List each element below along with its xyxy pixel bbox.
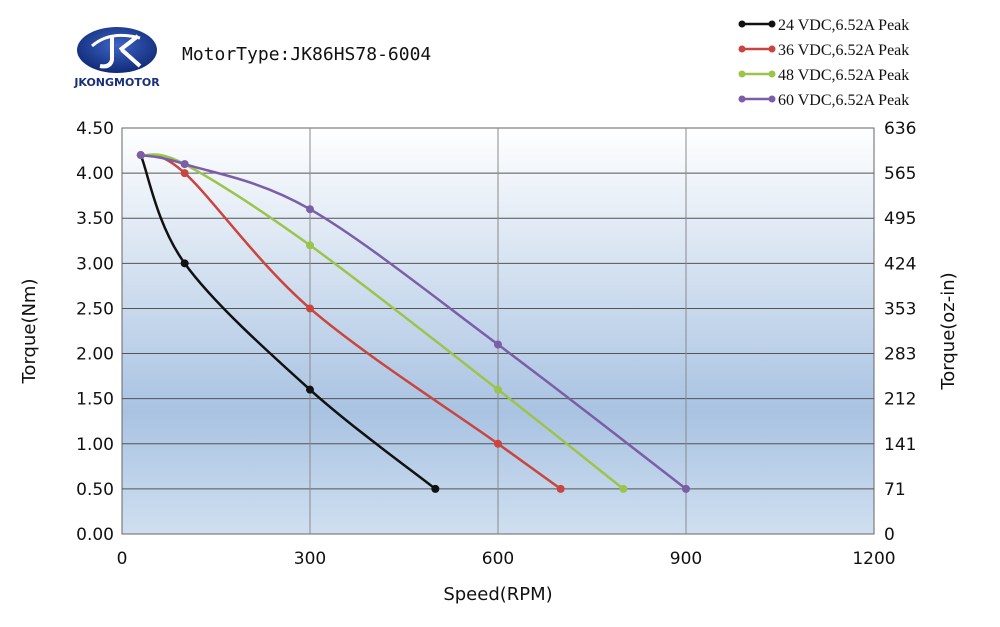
logo-emblem-icon xyxy=(77,27,157,73)
legend-swatch-dot xyxy=(768,20,776,28)
data-point xyxy=(136,151,145,160)
y-tick-label: 2.00 xyxy=(76,345,114,365)
y2-tick-label: 353 xyxy=(884,299,916,319)
legend-label: 48 VDC,6.52A Peak xyxy=(778,67,909,84)
data-point xyxy=(494,385,502,394)
brand-logo: JKONGMOTOR xyxy=(73,27,160,89)
data-point xyxy=(682,484,690,493)
x-tick-label: 300 xyxy=(294,549,326,569)
y-tick-label: 4.00 xyxy=(76,164,114,184)
legend-entry: 60 VDC,6.52A Peak xyxy=(738,92,909,109)
data-point xyxy=(180,160,189,169)
motor-type-label: MotorType:JK86HS78-6004 xyxy=(182,44,431,65)
data-point xyxy=(619,484,628,493)
legend-entry: 36 VDC,6.52A Peak xyxy=(738,42,909,59)
y2-tick-label: 565 xyxy=(884,164,916,184)
data-point xyxy=(556,484,565,493)
legend-swatch-dot xyxy=(738,20,746,28)
x-tick-label: 600 xyxy=(482,549,514,569)
data-point xyxy=(306,241,314,250)
x-tick-label: 1200 xyxy=(852,549,895,569)
legend-swatch-dot xyxy=(768,95,776,103)
legend-swatch-dot xyxy=(738,95,746,103)
legend-swatch-dot xyxy=(738,70,746,78)
y2-tick-label: 212 xyxy=(884,390,916,410)
data-point xyxy=(494,439,502,448)
x-tick-label: 900 xyxy=(670,549,702,569)
y2-tick-label: 283 xyxy=(884,345,916,365)
data-point xyxy=(306,304,314,313)
data-point xyxy=(306,385,314,394)
y2-tick-label: 71 xyxy=(884,480,906,500)
x-axis-title: Speed(RPM) xyxy=(443,584,552,605)
y2-axis-title: Torque(oz-in) xyxy=(938,272,959,390)
y-tick-label: 3.50 xyxy=(76,209,114,229)
data-point xyxy=(494,340,502,349)
data-point xyxy=(306,205,314,214)
y2-tick-label: 424 xyxy=(884,254,916,274)
legend-label: 24 VDC,6.52A Peak xyxy=(778,17,909,34)
y2-tick-label: 141 xyxy=(884,435,916,455)
data-point xyxy=(431,484,440,493)
legend-label: 60 VDC,6.52A Peak xyxy=(778,92,909,109)
y2-tick-label: 495 xyxy=(884,209,916,229)
legend-swatch-dot xyxy=(768,45,776,53)
legend-entry: 48 VDC,6.52A Peak xyxy=(738,67,909,84)
legend-entry: 24 VDC,6.52A Peak xyxy=(738,17,909,34)
data-point xyxy=(180,169,189,178)
y-tick-label: 4.50 xyxy=(76,119,114,139)
data-point xyxy=(180,259,189,268)
y-tick-label: 0.00 xyxy=(76,525,114,545)
legend: 24 VDC,6.52A Peak 36 VDC,6.52A Peak 48 VDC… xyxy=(738,17,909,109)
legend-label: 36 VDC,6.52A Peak xyxy=(778,42,909,59)
y-tick-label: 2.50 xyxy=(76,299,114,319)
grid-lines xyxy=(122,128,874,534)
y-tick-label: 1.00 xyxy=(76,435,114,455)
y-tick-label: 1.50 xyxy=(76,390,114,410)
series-group xyxy=(136,151,690,493)
y2-tick-label: 0 xyxy=(884,525,895,545)
series-line xyxy=(139,154,437,490)
legend-swatch-dot xyxy=(768,70,776,78)
y-axis-title: Torque(Nm) xyxy=(19,279,40,385)
x-tick-label: 0 xyxy=(117,549,128,569)
brand-name: JKONGMOTOR xyxy=(73,76,160,89)
y-tick-label: 3.00 xyxy=(76,254,114,274)
legend-swatch-dot xyxy=(738,45,746,53)
y-tick-label: 0.50 xyxy=(76,480,114,500)
series-4 xyxy=(136,151,690,493)
y2-tick-label: 636 xyxy=(884,119,916,139)
